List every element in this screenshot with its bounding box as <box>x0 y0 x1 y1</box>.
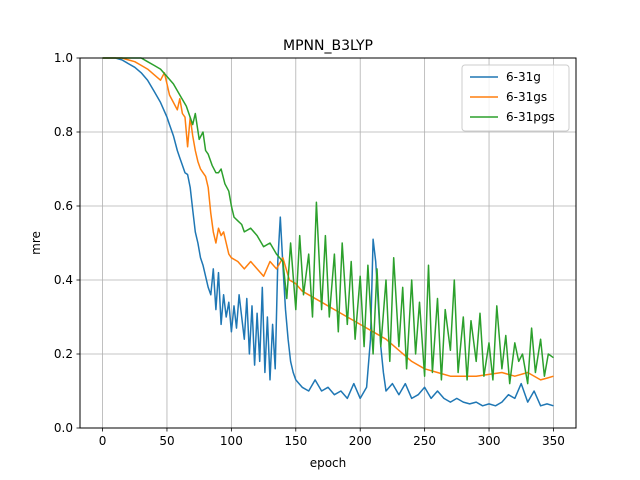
x-ticks: 0 50 100 150 200 250 300 350 <box>99 428 565 448</box>
chart-title: MPNN_B3LYP <box>283 38 373 54</box>
x-tick-label: 150 <box>284 434 307 448</box>
x-tick-label: 250 <box>413 434 436 448</box>
y-tick-label: 0.8 <box>54 125 73 139</box>
y-ticks: 0.0 0.2 0.4 0.6 0.8 1.0 <box>54 51 80 435</box>
y-tick-label: 1.0 <box>54 51 73 65</box>
x-tick-label: 100 <box>220 434 243 448</box>
x-axis-label: epoch <box>310 456 347 470</box>
y-tick-label: 0.0 <box>54 421 73 435</box>
y-tick-label: 0.2 <box>54 347 73 361</box>
legend-label: 6-31pgs <box>506 110 555 124</box>
legend-label: 6-31g <box>506 70 541 84</box>
x-tick-label: 0 <box>99 434 107 448</box>
legend-box <box>461 64 570 132</box>
series-line-6-31pgs <box>102 57 554 385</box>
x-tick-label: 350 <box>542 434 565 448</box>
y-axis-label: mre <box>29 231 43 255</box>
x-tick-label: 300 <box>478 434 501 448</box>
plot-frame <box>79 57 577 429</box>
plot-series <box>102 57 554 407</box>
x-tick-label: 200 <box>349 434 372 448</box>
y-tick-label: 0.6 <box>54 199 73 213</box>
series-line-6-31g <box>102 57 554 407</box>
legend-label: 6-31gs <box>506 90 547 104</box>
legend: 6-31g 6-31gs 6-31pgs <box>461 64 570 132</box>
x-tick-label: 50 <box>159 434 174 448</box>
y-tick-label: 0.4 <box>54 273 73 287</box>
